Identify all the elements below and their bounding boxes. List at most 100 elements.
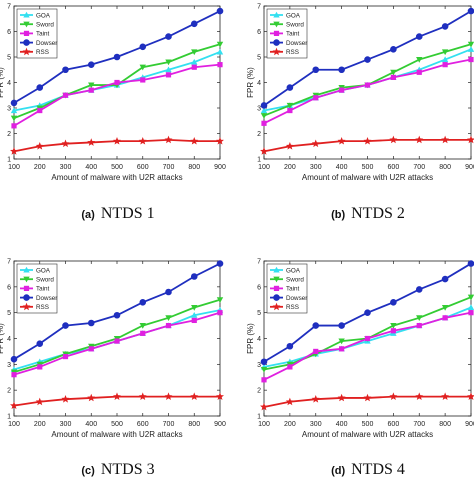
data-point-dowser — [113, 311, 121, 319]
legend-label: GOA — [286, 12, 301, 19]
data-point-rss — [467, 135, 474, 144]
data-point-rss — [260, 147, 268, 155]
legend-marker — [23, 11, 30, 18]
data-point-dowser — [62, 66, 69, 74]
data-point-goa — [165, 66, 172, 73]
data-point-sword — [260, 366, 268, 373]
x-axis-label: Amount of malware with U2R attacks — [302, 430, 433, 439]
legend-marker — [22, 302, 31, 311]
data-point-rss — [311, 139, 320, 148]
legend-marker — [23, 294, 30, 301]
data-point-rss — [389, 135, 398, 144]
data-point-sword — [139, 64, 146, 71]
data-point-taint — [11, 372, 17, 378]
data-point-sword — [390, 323, 397, 329]
legend-label: Taint — [36, 286, 50, 293]
data-point-taint — [313, 95, 319, 101]
x-tick-label: 800 — [439, 421, 451, 428]
legend-marker — [273, 11, 280, 18]
data-point-taint — [217, 62, 223, 68]
series-rss — [260, 392, 474, 411]
y-tick-label: 2 — [7, 131, 11, 138]
data-point-rss — [285, 142, 294, 150]
data-point-goa — [467, 304, 474, 311]
caption-letter: (a) — [81, 209, 95, 221]
data-point-taint — [416, 69, 422, 75]
data-point-sword — [260, 113, 268, 119]
data-point-sword — [441, 49, 449, 56]
legend-label: Sword — [286, 22, 304, 29]
data-point-dowser — [165, 288, 172, 296]
x-tick-label: 400 — [85, 164, 97, 171]
data-point-dowser — [36, 84, 44, 91]
legend-entry-sword: Sword — [20, 22, 54, 29]
data-point-dowser — [364, 56, 371, 63]
data-point-dowser — [139, 299, 147, 306]
data-point-taint — [442, 315, 448, 321]
legend-label: Sword — [36, 277, 54, 284]
data-point-rss — [363, 136, 372, 145]
data-point-dowser — [415, 286, 423, 293]
data-point-goa — [441, 56, 449, 63]
x-tick-label: 400 — [85, 421, 97, 428]
y-tick-label: 5 — [7, 55, 11, 62]
data-point-sword — [10, 115, 18, 122]
data-point-taint — [416, 322, 422, 329]
legend-entry-dowser: Dowser — [270, 294, 307, 302]
legend-label: RSS — [36, 304, 49, 311]
x-tick-label: 700 — [163, 164, 175, 171]
data-point-rss — [190, 392, 199, 401]
x-tick-label: 700 — [163, 421, 175, 428]
data-point-goa — [191, 58, 198, 65]
data-point-sword — [390, 69, 397, 76]
y-tick-label: 7 — [257, 4, 261, 11]
data-point-taint — [140, 330, 146, 336]
data-point-sword — [165, 315, 172, 322]
x-tick-label: 300 — [60, 164, 72, 171]
y-tick-label: 4 — [257, 80, 261, 87]
caption-letter: (d) — [331, 465, 345, 477]
data-point-taint — [165, 322, 172, 329]
legend-entry-goa: GOA — [20, 11, 51, 19]
data-point-rss — [113, 392, 121, 401]
data-point-dowser — [87, 61, 95, 68]
caption-name: NTDS 4 — [351, 461, 405, 478]
y-tick-label: 5 — [7, 310, 11, 317]
data-point-dowser — [338, 66, 345, 74]
data-point-taint — [364, 82, 371, 88]
x-tick-label: 500 — [111, 164, 123, 171]
y-tick-label: 1 — [257, 157, 261, 164]
y-axis-label: FPR (%) — [0, 323, 5, 354]
legend-label: Sword — [36, 22, 54, 29]
data-point-dowser — [190, 273, 198, 280]
x-tick-label: 900 — [214, 164, 226, 171]
x-axis-label: Amount of malware with U2R attacks — [51, 173, 182, 182]
data-point-rss — [35, 397, 44, 406]
legend-marker — [273, 39, 280, 46]
legend-entry-rss: RSS — [20, 302, 49, 311]
data-point-goa — [191, 312, 198, 318]
series-dowser — [10, 7, 224, 107]
y-tick-label: 7 — [7, 259, 11, 266]
x-tick-label: 100 — [258, 164, 270, 171]
x-tick-label: 200 — [284, 164, 296, 171]
y-tick-label: 1 — [257, 414, 261, 421]
x-tick-label: 100 — [8, 421, 20, 428]
data-point-sword — [216, 41, 224, 48]
legend-marker — [23, 39, 30, 46]
data-point-dowser — [113, 53, 121, 61]
chart-panel-3: 1 2 3 4 5 6 7 100 200 300 400 500 600 700 800 900 Amount… — [0, 259, 226, 479]
y-tick-label: 3 — [257, 106, 261, 113]
data-point-rss — [389, 392, 398, 401]
data-point-sword — [467, 41, 474, 48]
data-point-rss — [10, 401, 18, 410]
data-point-rss — [441, 135, 450, 144]
y-tick-label: 1 — [7, 414, 11, 421]
data-point-dowser — [10, 355, 18, 363]
legend: GOA Sword Taint Dowser RSS — [16, 263, 57, 314]
data-point-goa — [10, 107, 18, 114]
panel-caption: (c) NTDS 3 — [81, 461, 154, 478]
data-point-dowser — [10, 99, 18, 107]
panel-caption: (d) NTDS 4 — [331, 461, 405, 478]
data-point-rss — [467, 392, 474, 401]
